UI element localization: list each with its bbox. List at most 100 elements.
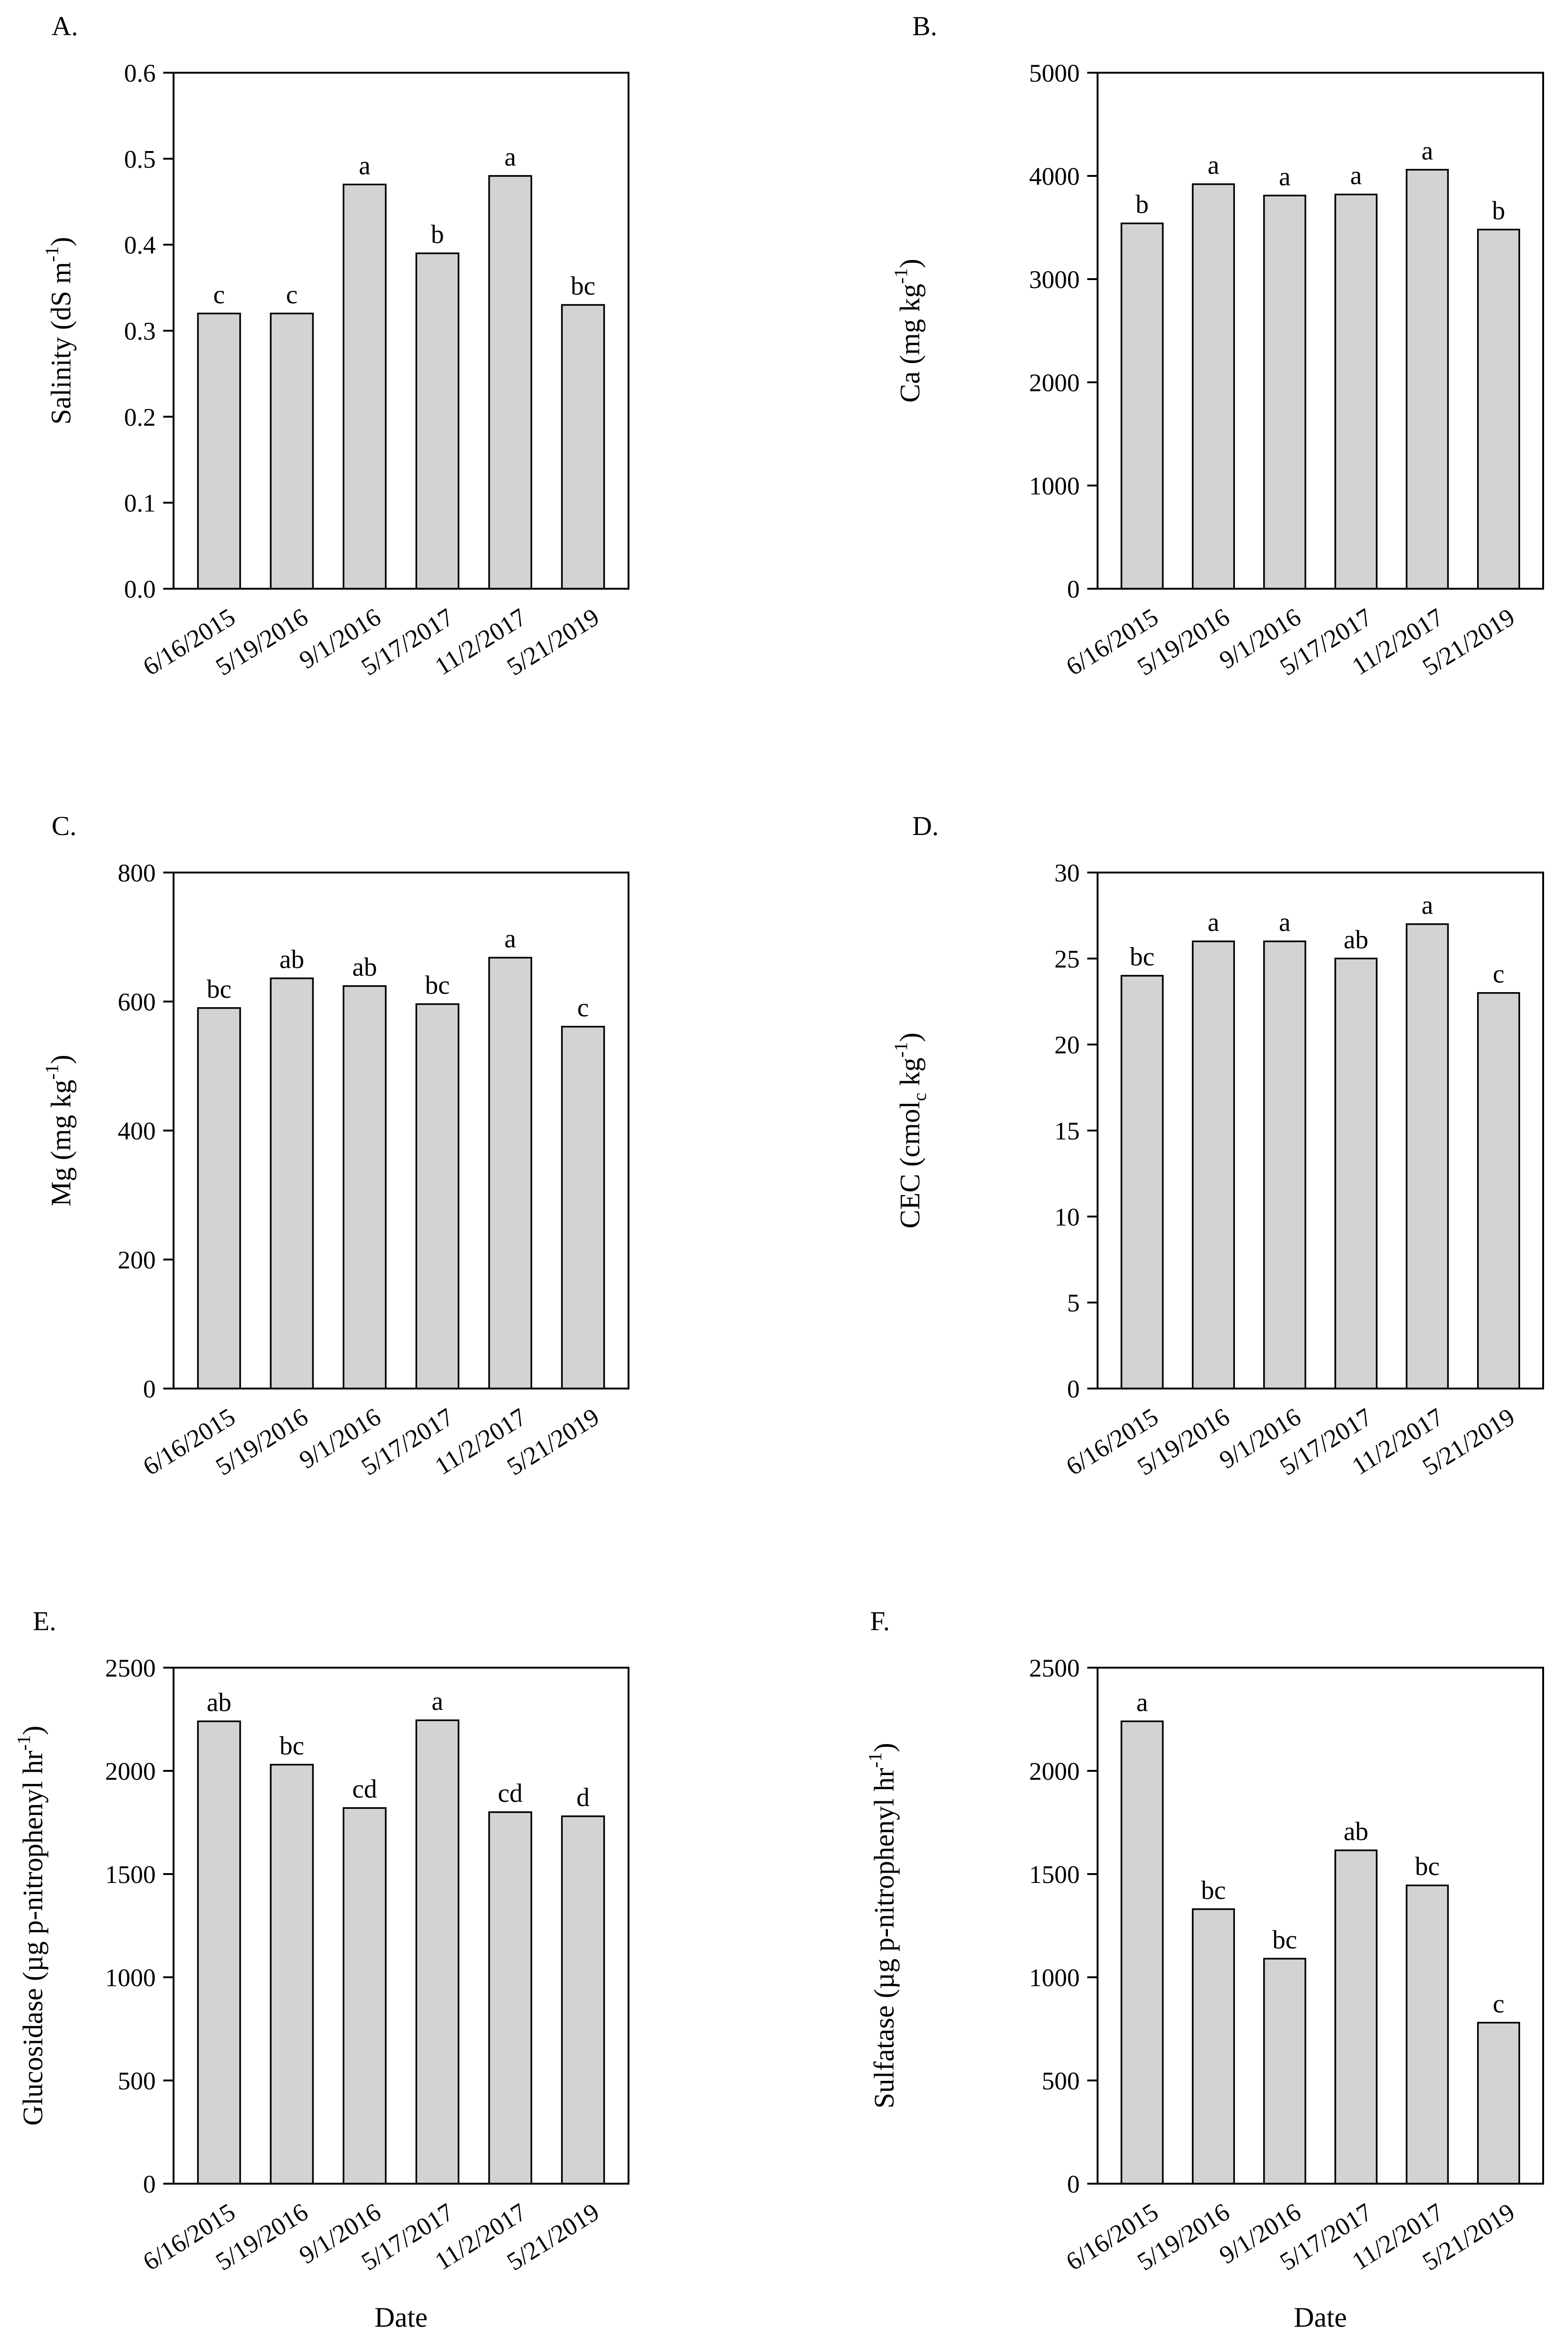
bar bbox=[415, 1719, 460, 2185]
significance-letter: a bbox=[1422, 137, 1433, 166]
y-tick-label: 1000 bbox=[1029, 472, 1080, 500]
significance-letter: bc bbox=[280, 1731, 304, 1761]
y-axis-title: Glucosidase (µg p-nitrophenyl hr-1) bbox=[13, 1726, 48, 2126]
significance-letter: c bbox=[1493, 1989, 1505, 2019]
significance-letter: c bbox=[1493, 960, 1505, 989]
y-tick-label: 0.3 bbox=[124, 317, 156, 345]
significance-letter: bc bbox=[207, 975, 232, 1004]
y-tick-label: 30 bbox=[1054, 859, 1080, 887]
y-axis-title-part: Ca (mg kg bbox=[894, 284, 925, 402]
significance-letter: a bbox=[1279, 162, 1291, 191]
significance-letter: c bbox=[286, 280, 298, 309]
bar bbox=[270, 312, 314, 590]
y-tick-label: 800 bbox=[118, 859, 156, 887]
significance-letter: bc bbox=[571, 272, 596, 301]
y-tick-label: 0 bbox=[1067, 575, 1080, 603]
significance-letter: a bbox=[1350, 161, 1362, 190]
bar bbox=[1192, 183, 1235, 590]
significance-letter: c bbox=[577, 994, 589, 1023]
y-tick-label: 1000 bbox=[105, 1964, 156, 1992]
y-tick-label: 2000 bbox=[1029, 1757, 1080, 1785]
bar bbox=[197, 1720, 241, 2185]
y-tick-label: 400 bbox=[118, 1117, 156, 1145]
bar bbox=[1121, 222, 1164, 590]
bar bbox=[1263, 1958, 1306, 2185]
bar bbox=[342, 985, 387, 1389]
bar bbox=[1477, 228, 1520, 590]
y-axis-title: Salinity (dS m-1) bbox=[41, 237, 76, 425]
y-axis-title-part: Glucosidase (µg p-nitrophenyl hr bbox=[17, 1751, 48, 2125]
bar bbox=[561, 1025, 605, 1389]
y-tick-label: 0 bbox=[143, 2170, 156, 2198]
y-axis-title-part: ) bbox=[45, 1055, 76, 1064]
y-tick-label: 500 bbox=[1042, 2067, 1080, 2095]
y-tick-label: 2500 bbox=[105, 1654, 156, 1682]
significance-letter: d bbox=[576, 1783, 590, 1812]
y-tick-label: 600 bbox=[118, 988, 156, 1016]
panel-label: D. bbox=[912, 811, 939, 841]
y-tick-label: 5 bbox=[1067, 1289, 1080, 1317]
significance-letter: a bbox=[1422, 891, 1433, 920]
y-axis-title-part: Salinity (dS m bbox=[45, 262, 76, 425]
y-axis-title: Sulfatase (µg p-nitrophenyl hr-1) bbox=[864, 1743, 900, 2108]
panel-label: C. bbox=[52, 811, 76, 841]
bar bbox=[1406, 923, 1449, 1389]
y-axis-title-part: Sulfatase (µg p-nitrophenyl hr bbox=[869, 1768, 900, 2109]
bar bbox=[1334, 957, 1378, 1389]
y-tick-label: 0 bbox=[1067, 1375, 1080, 1403]
y-tick-label: 20 bbox=[1054, 1031, 1080, 1059]
bar bbox=[197, 312, 241, 590]
chart-panel-5: E.ab6/16/2015bc5/19/2016cd9/1/2016a5/17/… bbox=[13, 1606, 629, 2333]
panel-label: A. bbox=[52, 11, 78, 41]
y-axis-title-part: -1 bbox=[41, 246, 62, 262]
significance-letter: a bbox=[432, 1687, 443, 1716]
significance-letter: a bbox=[1208, 151, 1220, 180]
y-tick-label: 15 bbox=[1054, 1117, 1080, 1145]
significance-letter: a bbox=[504, 143, 516, 172]
y-axis-title-part: -1 bbox=[41, 1064, 62, 1079]
bar bbox=[488, 956, 532, 1389]
y-tick-label: 0.0 bbox=[124, 575, 156, 603]
y-axis-title-part: ) bbox=[894, 259, 925, 268]
y-axis-title: Ca (mg kg-1) bbox=[890, 259, 925, 403]
bar bbox=[1192, 1908, 1235, 2185]
bar bbox=[1406, 169, 1449, 590]
bar bbox=[1263, 195, 1306, 590]
bar bbox=[1121, 1720, 1164, 2185]
bar bbox=[1192, 940, 1235, 1389]
significance-letter: ab bbox=[1344, 925, 1369, 954]
significance-letter: a bbox=[1279, 908, 1291, 937]
plot-frame bbox=[173, 1667, 629, 2185]
significance-letter: bc bbox=[1130, 942, 1155, 972]
significance-letter: ab bbox=[1344, 1817, 1369, 1846]
significance-letter: cd bbox=[352, 1775, 377, 1804]
bar bbox=[561, 304, 605, 590]
plot-frame bbox=[1097, 72, 1544, 590]
y-tick-label: 2000 bbox=[1029, 369, 1080, 397]
panel-label: F. bbox=[870, 1606, 890, 1636]
y-axis-title-part: kg bbox=[894, 1057, 925, 1093]
significance-letter: a bbox=[359, 151, 371, 180]
y-tick-label: 10 bbox=[1054, 1203, 1080, 1231]
bar bbox=[488, 1811, 532, 2185]
y-tick-label: 0.5 bbox=[124, 145, 156, 173]
y-axis-title-part: ) bbox=[45, 237, 76, 246]
significance-letter: a bbox=[504, 925, 516, 954]
significance-letter: cd bbox=[498, 1779, 523, 1808]
bar bbox=[1477, 2022, 1520, 2185]
bar bbox=[561, 1815, 605, 2185]
significance-letter: c bbox=[213, 280, 225, 309]
significance-letter: a bbox=[1208, 908, 1220, 937]
y-axis-title-part: -1 bbox=[890, 268, 911, 284]
y-tick-label: 5000 bbox=[1029, 59, 1080, 87]
y-axis-title-part: ) bbox=[869, 1743, 900, 1752]
y-tick-label: 0 bbox=[143, 1375, 156, 1403]
significance-letter: b bbox=[1136, 190, 1149, 219]
bar bbox=[342, 1807, 387, 2185]
plot-frame bbox=[1097, 1667, 1544, 2185]
significance-letter: bc bbox=[1415, 1852, 1440, 1881]
y-axis-title-part: Mg (mg kg bbox=[45, 1080, 76, 1207]
bar bbox=[1334, 1849, 1378, 2185]
bar bbox=[488, 175, 532, 590]
